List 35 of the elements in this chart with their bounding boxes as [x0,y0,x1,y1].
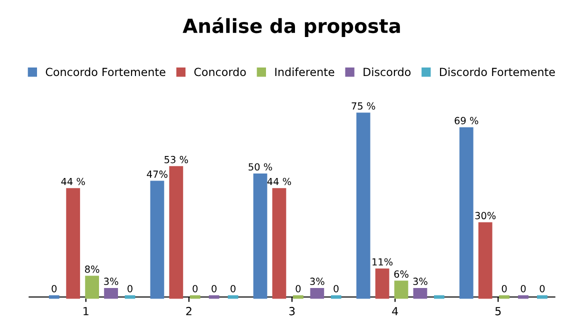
x-tick-label: 2 [186,306,192,316]
legend-label: Concordo Fortemente [46,68,166,76]
data-label: 3% [310,278,324,286]
data-label: 50 % [248,163,272,171]
data-label: 47% [146,170,168,178]
legend-label: Indiferente [275,68,334,76]
legend-label: Discordo [364,68,411,76]
data-label: 69 % [454,116,478,124]
data-label: 3% [413,278,428,286]
data-label: 0 [212,284,217,292]
data-label: 44 % [267,178,292,186]
data-label: 0 [296,284,301,292]
x-tick-label: 4 [392,307,398,316]
data-label: 0 [520,284,526,292]
data-label: 3% [104,278,118,286]
data-label: 6% [394,270,408,278]
data-label: 0 [540,284,545,292]
data-label: 0 [128,284,132,292]
data-label: 53 % [164,156,188,164]
legend-label: Discordo Fortemente [440,68,555,76]
data-label: 44 % [61,178,85,186]
data-label: 0 [334,284,339,292]
x-tick-label: 1 [84,307,88,316]
data-label: 0 [502,284,507,292]
legend-label: Concordo [194,68,246,76]
x-tick-label: 3 [289,306,295,316]
data-label: 11% [372,258,393,266]
data-label: 0 [192,284,198,292]
x-tick-label: 5 [495,307,501,316]
data-label: 30% [475,212,496,220]
data-label: 0 [52,284,57,292]
data-label: 8% [85,266,100,273]
chart-title: Análise da proposta [182,17,400,37]
data-label: 0 [230,284,236,292]
data-label: 75 % [352,102,376,110]
